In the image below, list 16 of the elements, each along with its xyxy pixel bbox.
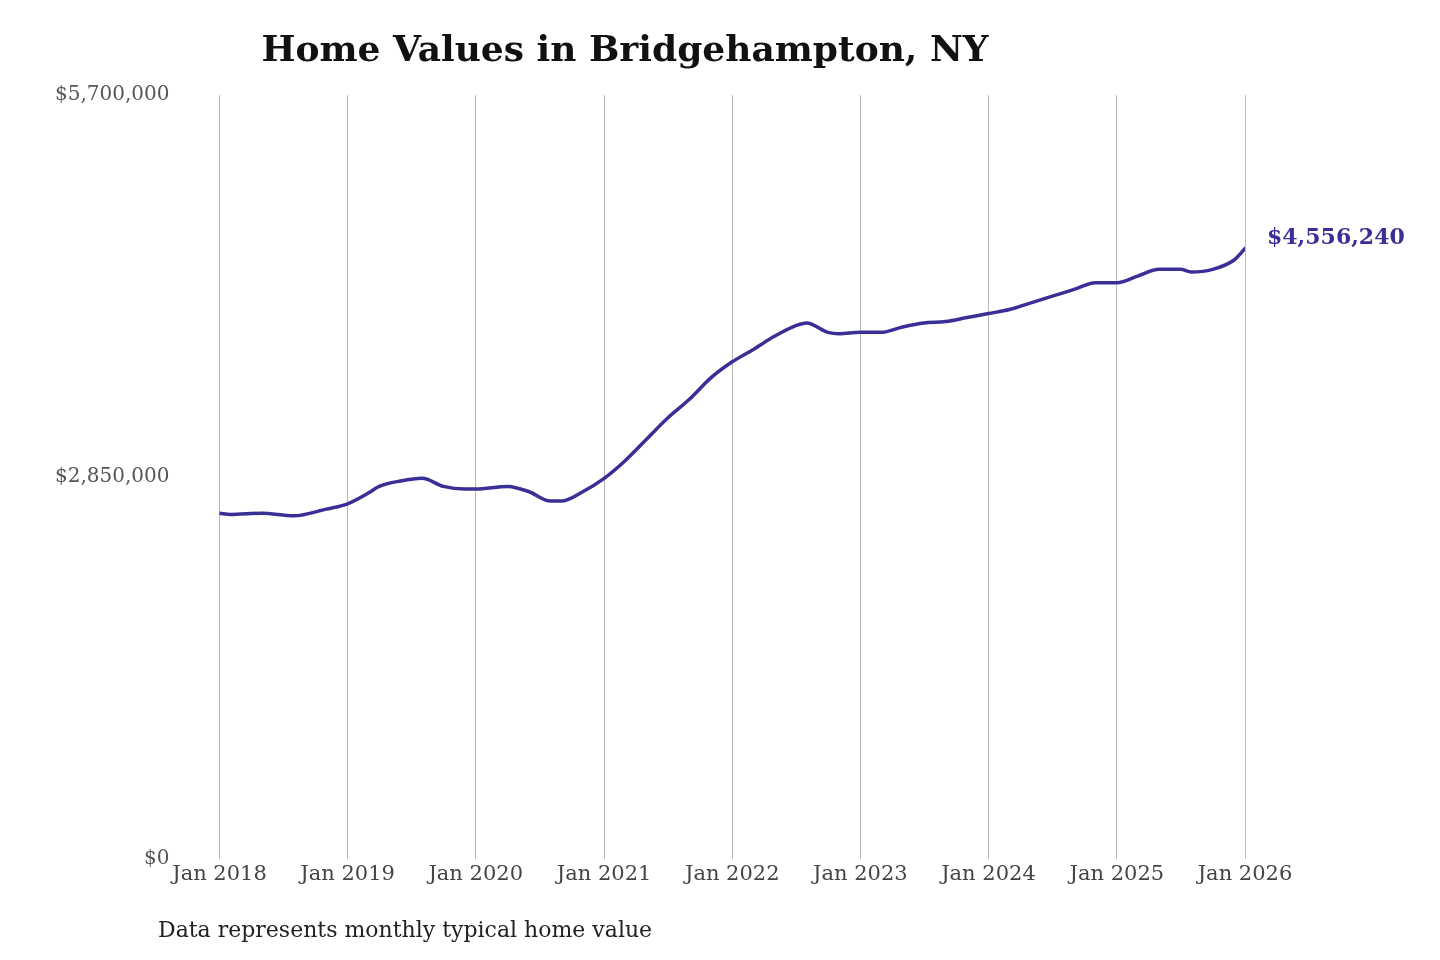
x-tick-label: Jan 2025 <box>1067 860 1165 885</box>
line-series <box>219 246 1245 518</box>
y-tick-label: $5,700,000 <box>55 81 170 106</box>
text: Data represents monthly typical home value <box>158 916 653 942</box>
x-tick-label: Jan 2026 <box>1195 860 1293 885</box>
y-tick-label: $2,850,000 <box>55 463 170 488</box>
x-tick-label: Jan 2024 <box>939 860 1036 885</box>
annotation: $4,556,240 <box>1267 223 1405 250</box>
x-tick-label: Jan 2021 <box>554 860 652 885</box>
x-tick-label: Jan 2020 <box>426 860 524 885</box>
x-tick-label: Jan 2018 <box>170 860 267 885</box>
chart-title: Home Values in Bridgehampton, NY <box>261 26 990 69</box>
x-tick-label: Jan 2023 <box>811 860 908 885</box>
y-tick-label: $0 <box>144 845 170 869</box>
x-tick-label: Jan 2022 <box>682 860 780 885</box>
x-tick-label: Jan 2019 <box>298 860 395 885</box>
